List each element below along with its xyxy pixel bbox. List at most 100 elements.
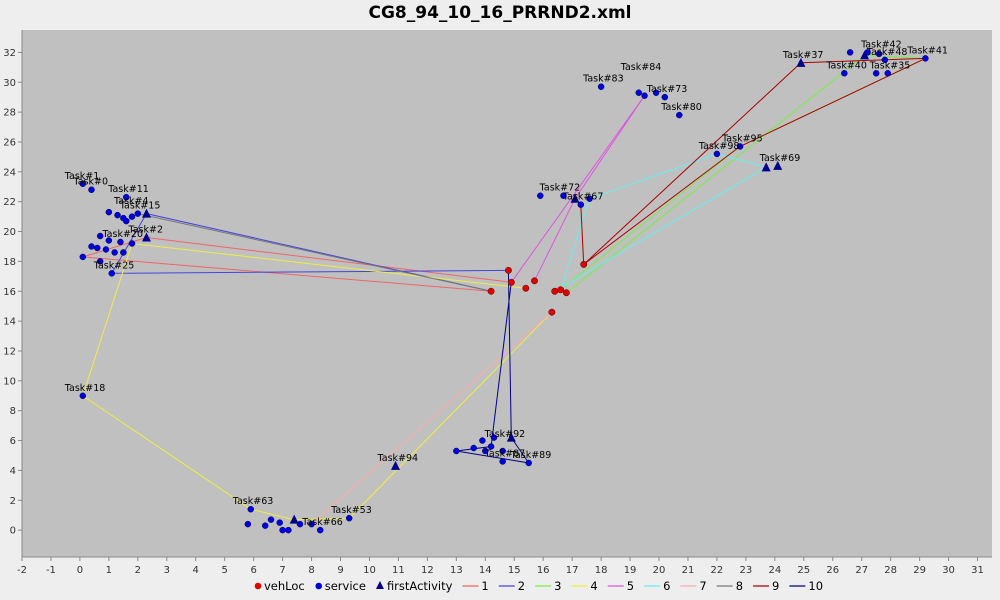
y-tick-label: 20 — [3, 227, 16, 238]
first-activity-marker — [142, 232, 152, 242]
x-tick-label: 15 — [508, 565, 521, 576]
plot-area — [22, 30, 992, 557]
x-tick-label: 24 — [768, 565, 781, 576]
service-point — [244, 520, 252, 528]
task-label: Task#67 — [562, 192, 604, 203]
y-tick-label: 22 — [3, 197, 16, 208]
vehloc-point — [548, 308, 556, 316]
task-label: Task#72 — [539, 183, 581, 194]
x-tick-label: 13 — [450, 565, 463, 576]
first-activity-marker — [773, 160, 783, 170]
service-point — [482, 447, 489, 455]
task-label: Task#87 — [484, 448, 526, 459]
service-point — [79, 180, 87, 188]
legend-service-marker — [315, 582, 323, 590]
x-tick-label: 21 — [682, 565, 695, 576]
service-point — [499, 447, 506, 455]
x-tick-label: 14 — [479, 565, 492, 576]
service-point — [641, 92, 648, 99]
y-tick-label: 24 — [3, 167, 16, 178]
x-tick-label: -1 — [46, 565, 56, 576]
service-point — [490, 434, 498, 441]
vehloc-point — [551, 287, 559, 295]
task-label: Task#11 — [107, 184, 149, 195]
service-point — [261, 522, 269, 529]
legend-service-label: service — [325, 579, 366, 593]
x-tick-label: 9 — [337, 565, 343, 576]
legend-vehLoc-label: vehLoc — [264, 579, 305, 593]
service-point — [499, 458, 506, 465]
first-activity-marker — [289, 514, 299, 524]
legend-4-label: 4 — [590, 579, 597, 593]
y-tick-label: 16 — [3, 287, 16, 298]
x-tick-label: 27 — [855, 565, 868, 576]
vehloc-point — [557, 286, 565, 294]
service-point — [841, 70, 848, 77]
x-tick-label: 3 — [164, 565, 170, 576]
x-tick-label: 16 — [537, 565, 550, 576]
first-activity-marker — [570, 193, 580, 203]
service-point — [345, 514, 353, 522]
first-activity-marker — [860, 50, 870, 60]
y-tick-label: 10 — [3, 376, 16, 387]
service-point — [881, 56, 889, 64]
service-point — [122, 193, 130, 201]
task-label: Task#1 — [64, 171, 100, 182]
service-point — [922, 55, 929, 62]
x-tick-label: 8 — [308, 565, 314, 576]
service-point — [117, 238, 124, 246]
x-tick-label: 20 — [653, 565, 666, 576]
first-activity-marker — [506, 432, 516, 442]
chart-title: CG8_94_10_16_PRRND2.xml — [368, 3, 632, 23]
task-label: Task#94 — [377, 453, 419, 464]
service-point — [577, 201, 585, 208]
x-tick-label: 22 — [711, 565, 724, 576]
legend-7-label: 7 — [699, 579, 706, 593]
service-point — [114, 211, 121, 219]
service-point — [586, 195, 593, 202]
x-tick-label: 29 — [913, 565, 926, 576]
service-point — [316, 526, 324, 534]
x-tick-label: 19 — [624, 565, 637, 576]
task-label: Task#20 — [101, 229, 143, 240]
legend-9-label: 9 — [772, 579, 779, 593]
service-point — [487, 443, 495, 450]
y-tick-label: 8 — [10, 406, 16, 417]
task-label: Task#37 — [782, 50, 824, 61]
y-tick-label: 0 — [10, 526, 16, 537]
x-tick-label: 11 — [392, 565, 405, 576]
y-tick-label: 4 — [10, 466, 16, 477]
vehloc-point — [580, 260, 588, 268]
x-tick-label: 7 — [279, 565, 285, 576]
legend-10-label: 10 — [808, 579, 823, 593]
x-tick-label: 2 — [135, 565, 141, 576]
legend: vehLoc service firstActivity 1 2 3 4 5 6 7 8 9 10 — [254, 579, 823, 593]
vehloc-point — [504, 266, 512, 274]
service-point — [560, 192, 567, 199]
task-label: Task#63 — [232, 496, 274, 507]
task-label: Task#2 — [128, 225, 164, 236]
service-point — [661, 93, 669, 101]
vehloc-point — [507, 278, 515, 286]
points-layer — [79, 49, 929, 534]
y-tick-label: 26 — [3, 137, 16, 148]
task-label: Task#89 — [510, 450, 552, 461]
task-label: Task#84 — [620, 62, 662, 73]
service-point — [120, 249, 127, 256]
task-label: Task#92 — [484, 429, 526, 440]
x-tick-label: 6 — [250, 565, 256, 576]
service-point — [296, 520, 304, 528]
task-label: Task#35 — [869, 60, 911, 71]
service-point — [846, 49, 854, 56]
x-tick-label: 17 — [566, 565, 579, 576]
service-point — [102, 246, 110, 253]
task-label: Task#69 — [759, 153, 801, 164]
service-point — [79, 392, 87, 400]
task-label: Task#15 — [119, 201, 161, 212]
first-activity-marker — [761, 162, 771, 172]
service-point — [479, 437, 486, 444]
task-label: Task#80 — [660, 102, 702, 113]
y-tick-label: 2 — [10, 496, 16, 507]
x-tick-label: 10 — [363, 565, 376, 576]
